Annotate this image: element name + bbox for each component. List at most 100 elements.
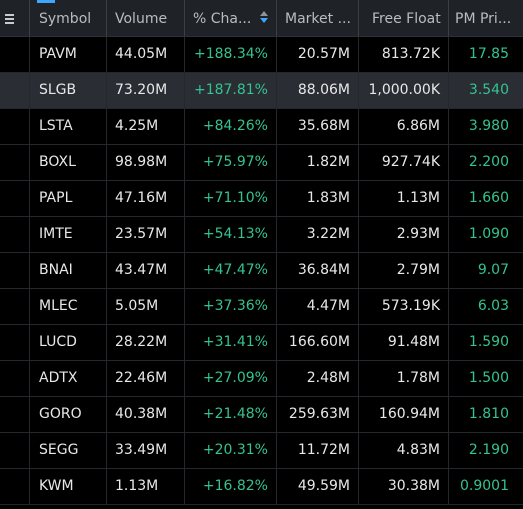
cell-change: +54.13% [185,217,277,252]
cell-free-float: 160.94M [359,397,449,432]
cell-symbol: BNAI [30,253,107,288]
cell-volume: 44.05M [107,37,185,72]
cell-market-cap: 36.84M [277,253,359,288]
row-gutter [0,289,30,324]
cell-change: +75.97% [185,145,277,180]
cell-pm-price: 3.540 [468,82,509,98]
row-gutter [0,181,30,216]
cell-pm-price: 2.190 [468,442,509,458]
row-gutter [0,361,30,396]
table-row[interactable]: BOXL 98.98M +75.97% 1.82M 927.74K 2.200 [0,145,523,181]
cell-market-cap: 11.72M [277,433,359,468]
cell-free-float: 2.79M [359,253,449,288]
cell-free-float: 30.38M [359,469,449,504]
cell-symbol: GORO [30,397,107,432]
table-row[interactable]: PAPL 47.16M +71.10% 1.83M 1.13M 1.660 [0,181,523,217]
row-gutter [0,469,30,504]
cell-volume: 33.49M [107,433,185,468]
row-gutter [0,37,30,72]
cell-symbol: MLEC [30,289,107,324]
cell-change: +37.36% [185,289,277,324]
cell-symbol: LUCD [30,325,107,360]
cell-change: +31.41% [185,325,277,360]
row-gutter [0,217,30,252]
cell-volume: 1.13M [107,469,185,504]
column-header-volume[interactable]: Volume [107,0,185,36]
table-row[interactable]: KWM 1.13M +16.82% 49.59M 30.38M 0.9001 [0,469,523,505]
cell-pm-price: 0.9001 [460,478,509,494]
cell-market-cap: 35.68M [277,109,359,144]
cell-volume: 43.47M [107,253,185,288]
cell-symbol: ADTX [30,361,107,396]
cell-symbol: BOXL [30,145,107,180]
cell-free-float: 6.86M [359,109,449,144]
table-row[interactable]: LSTA 4.25M +84.26% 35.68M 6.86M 3.980 [0,109,523,145]
cell-free-float: 927.74K [359,145,449,180]
cell-change: +16.82% [185,469,277,504]
cell-pm-price: 1.090 [468,226,509,242]
column-header-change-label: % Cha... [193,11,252,27]
cell-volume: 40.38M [107,397,185,432]
cell-symbol: LSTA [30,109,107,144]
column-header-pm-price[interactable]: PM Pri... [455,11,512,27]
table-row[interactable]: PAVM 44.05M +188.34% 20.57M 813.72K 17.85 [0,37,523,73]
table-row[interactable]: IMTE 23.57M +54.13% 3.22M 2.93M 1.090 [0,217,523,253]
column-header-free-float[interactable]: Free Float [359,0,449,36]
table-row[interactable]: LUCD 28.22M +31.41% 166.60M 91.48M 1.590 [0,325,523,361]
cell-symbol: SEGG [30,433,107,468]
cell-free-float: 4.83M [359,433,449,468]
cell-market-cap: 4.47M [277,289,359,324]
cell-change: +27.09% [185,361,277,396]
cell-change: +47.47% [185,253,277,288]
cell-volume: 28.22M [107,325,185,360]
cell-change: +188.34% [185,37,277,72]
cell-pm-price: 2.200 [468,154,509,170]
table-row[interactable]: BNAI 43.47M +47.47% 36.84M 2.79M 9.07 [0,253,523,289]
row-gutter [0,325,30,360]
cell-pm-price: 17.85 [468,46,509,62]
cell-symbol: KWM [30,469,107,504]
cell-market-cap: 1.83M [277,181,359,216]
cell-change: +20.31% [185,433,277,468]
table-row[interactable]: SLGB 73.20M +187.81% 88.06M 1,000.00K 3.540 [0,73,523,109]
row-gutter [0,397,30,432]
column-header-symbol[interactable]: Symbol [30,0,107,36]
table-row[interactable]: GORO 40.38M +21.48% 259.63M 160.94M 1.810 [0,397,523,433]
cell-change: +71.10% [185,181,277,216]
hamburger-menu-icon [5,14,14,24]
table-body: PAVM 44.05M +188.34% 20.57M 813.72K 17.85 SLGB… [0,37,523,505]
table-header: Symbol Volume % Cha... Market ... Free F… [0,0,523,37]
cell-symbol: PAPL [30,181,107,216]
row-gutter [0,109,30,144]
cell-pm-price: 1.660 [468,190,509,206]
cell-market-cap: 2.48M [277,361,359,396]
column-menu-button[interactable] [0,0,30,36]
table-row[interactable]: SEGG 33.49M +20.31% 11.72M 4.83M 2.190 [0,433,523,469]
cell-pm-price: 9.07 [477,262,509,278]
cell-symbol: SLGB [30,73,107,108]
row-gutter [0,253,30,288]
cell-market-cap: 49.59M [277,469,359,504]
cell-free-float: 2.93M [359,217,449,252]
cell-volume: 4.25M [107,109,185,144]
column-header-market-cap[interactable]: Market ... [277,0,359,36]
cell-change: +187.81% [185,73,277,108]
table-row[interactable]: MLEC 5.05M +37.36% 4.47M 573.19K 6.03 [0,289,523,325]
cell-free-float: 1.13M [359,181,449,216]
cell-free-float: 813.72K [359,37,449,72]
cell-free-float: 1,000.00K [359,73,449,108]
cell-volume: 73.20M [107,73,185,108]
cell-pm-price: 1.500 [468,370,509,386]
row-gutter [0,433,30,468]
cell-pm-price: 1.810 [468,406,509,422]
table-row[interactable]: ADTX 22.46M +27.09% 2.48M 1.78M 1.500 [0,361,523,397]
cell-change: +21.48% [185,397,277,432]
row-gutter [0,145,30,180]
cell-symbol: PAVM [30,37,107,72]
column-header-change[interactable]: % Cha... [185,0,277,36]
cell-market-cap: 3.22M [277,217,359,252]
cell-pm-price: 6.03 [477,298,509,314]
cell-market-cap: 1.82M [277,145,359,180]
cell-market-cap: 88.06M [277,73,359,108]
